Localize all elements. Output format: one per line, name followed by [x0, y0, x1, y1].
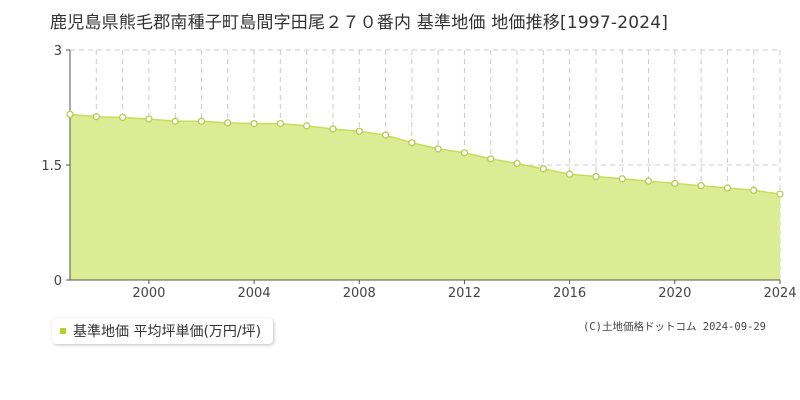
data-point	[644, 177, 653, 185]
x-tick-label: 2000	[132, 286, 165, 301]
data-point	[355, 127, 363, 135]
data-point	[276, 119, 285, 128]
data-point	[171, 117, 179, 125]
data-point	[145, 115, 153, 123]
x-tick-label: 2020	[658, 286, 691, 301]
data-point	[224, 119, 232, 127]
data-point	[460, 149, 469, 157]
data-point	[513, 159, 521, 168]
page-title: 鹿児島県熊毛郡南種子町島間字田尾２７０番内 基準地価 地価推移[1997-202…	[50, 13, 669, 33]
series-area	[70, 114, 780, 281]
data-point	[381, 131, 390, 139]
data-point	[303, 122, 311, 130]
data-point	[487, 155, 495, 163]
x-tick-label: 2016	[553, 286, 586, 301]
y-tick-label: 3	[54, 44, 62, 59]
data-point	[118, 113, 127, 122]
data-point	[92, 113, 100, 121]
legend-label: 基準地価 平均坪単価(万円/坪)	[73, 324, 262, 340]
data-point	[697, 182, 705, 190]
data-point	[671, 179, 679, 188]
data-point	[592, 172, 600, 181]
x-tick-label: 2024	[763, 286, 796, 301]
data-point	[776, 190, 784, 198]
data-point	[434, 145, 442, 153]
data-point	[618, 175, 626, 183]
data-point	[197, 117, 206, 125]
data-point	[750, 186, 758, 194]
copyright-credit: (C)土地価格ドットコム 2024-09-29	[582, 321, 766, 333]
data-point	[66, 110, 74, 119]
chart-legend: 基準地価 平均坪単価(万円/坪)	[52, 318, 274, 344]
x-tick-label: 2012	[448, 286, 481, 301]
data-point	[565, 170, 574, 178]
data-point	[723, 184, 732, 192]
series-line	[69, 113, 781, 195]
data-point	[329, 125, 337, 133]
legend-marker-icon	[60, 328, 66, 334]
y-tick-label: 0	[54, 274, 62, 289]
data-point	[408, 139, 416, 147]
x-tick-label: 2008	[343, 286, 376, 301]
y-tick-label: 1.5	[41, 159, 62, 174]
data-point	[539, 165, 547, 173]
x-tick-label: 2004	[238, 286, 271, 301]
data-point	[250, 119, 258, 128]
